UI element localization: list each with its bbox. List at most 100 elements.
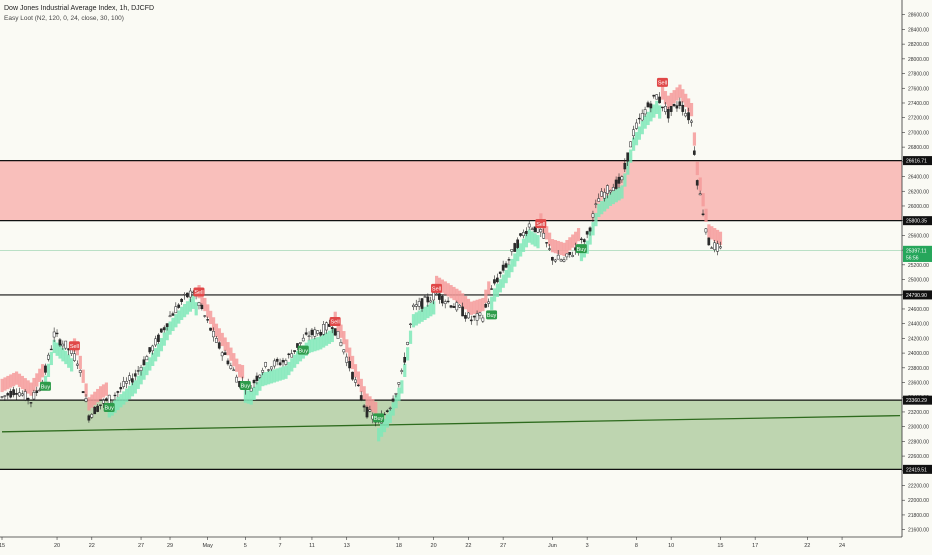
candle bbox=[548, 248, 551, 250]
candle bbox=[617, 176, 621, 184]
sell-signal-badge bbox=[329, 316, 341, 326]
indicator-band bbox=[495, 283, 500, 298]
candle bbox=[522, 232, 525, 236]
indicator-band bbox=[223, 337, 227, 351]
candle bbox=[507, 259, 511, 261]
candle bbox=[513, 243, 517, 252]
price-tick-label: 28200.00 bbox=[908, 42, 929, 48]
time-tick-label: 11 bbox=[309, 543, 315, 549]
indicator-band bbox=[246, 390, 250, 404]
price-tick-label: 28600.00 bbox=[908, 13, 929, 19]
indicator-band bbox=[417, 310, 421, 324]
candle bbox=[527, 223, 531, 228]
indicator-band bbox=[713, 228, 717, 242]
time-tick-label: 15 bbox=[717, 543, 723, 549]
candle bbox=[403, 356, 407, 363]
candle bbox=[429, 300, 433, 303]
indicator-band bbox=[78, 355, 82, 370]
indicator-band bbox=[411, 314, 416, 328]
indicator-band bbox=[475, 299, 479, 314]
buy-signal-badge bbox=[373, 413, 385, 423]
indicator-band bbox=[507, 264, 511, 278]
candle bbox=[585, 231, 589, 235]
indicator-band bbox=[316, 337, 320, 351]
indicator-band bbox=[87, 397, 91, 411]
indicator-band bbox=[536, 235, 540, 249]
candle bbox=[646, 102, 650, 108]
indicator-band bbox=[151, 352, 155, 366]
candle bbox=[597, 198, 601, 202]
indicator-band bbox=[203, 297, 207, 312]
indicator-band bbox=[385, 414, 389, 428]
indicator-band bbox=[716, 229, 720, 244]
candle bbox=[125, 381, 128, 384]
price-level-tag-label: 22419.51 bbox=[906, 467, 927, 473]
indicator-band bbox=[145, 361, 149, 376]
indicator-band bbox=[148, 357, 152, 371]
indicator-band bbox=[272, 369, 276, 383]
indicator-band bbox=[154, 348, 158, 362]
candle bbox=[307, 335, 311, 337]
indicator-band bbox=[388, 409, 392, 423]
indicator-band bbox=[229, 347, 233, 361]
sell-signal-badge bbox=[535, 219, 547, 229]
time-tick-label: Jun bbox=[548, 543, 557, 549]
candle bbox=[212, 331, 215, 338]
indicator-band bbox=[298, 348, 303, 362]
indicator-band bbox=[156, 343, 161, 357]
candle bbox=[325, 322, 328, 331]
indicator-band bbox=[345, 339, 349, 353]
indicator-band bbox=[104, 382, 108, 396]
indicator-band bbox=[61, 348, 65, 362]
indicator-band bbox=[84, 383, 88, 397]
candle bbox=[446, 300, 450, 303]
candle bbox=[406, 341, 409, 345]
indicator-band bbox=[191, 295, 195, 309]
candle bbox=[562, 259, 566, 262]
candle bbox=[174, 306, 178, 314]
candle bbox=[267, 369, 270, 371]
candle bbox=[649, 103, 653, 109]
indicator-band bbox=[629, 149, 633, 163]
candle bbox=[481, 317, 485, 322]
candle bbox=[255, 375, 259, 381]
candle bbox=[148, 347, 152, 353]
candle bbox=[73, 353, 76, 361]
candle bbox=[640, 113, 644, 121]
candle bbox=[608, 190, 612, 193]
indicator-band bbox=[142, 366, 146, 380]
price-tick-label: 25000.00 bbox=[908, 278, 929, 284]
candle bbox=[698, 193, 702, 196]
buy-signal-badge bbox=[39, 381, 51, 391]
indicator-band bbox=[553, 239, 557, 254]
buy-signal-label: Buy bbox=[41, 384, 51, 390]
indicator-band bbox=[617, 187, 621, 201]
candle bbox=[664, 106, 667, 113]
price-level-tag bbox=[903, 252, 932, 262]
indicator-band bbox=[116, 396, 120, 411]
indicator-band bbox=[293, 354, 297, 368]
candle bbox=[687, 112, 690, 121]
indicator-band bbox=[180, 306, 184, 320]
price-tick-label: 25600.00 bbox=[908, 233, 929, 239]
indicator-band bbox=[660, 86, 665, 100]
candle bbox=[626, 152, 630, 162]
indicator-band bbox=[423, 306, 427, 320]
indicator-band bbox=[339, 324, 343, 338]
candle bbox=[356, 384, 360, 387]
candle bbox=[713, 242, 716, 250]
indicator-band bbox=[327, 330, 332, 344]
indicator-band bbox=[513, 253, 517, 267]
indicator-band bbox=[565, 239, 569, 254]
indicator-band bbox=[113, 399, 117, 413]
candle bbox=[542, 232, 546, 239]
price-tick-label: 23800.00 bbox=[908, 366, 929, 372]
indicator-band bbox=[461, 293, 465, 307]
candle bbox=[168, 315, 172, 318]
candle bbox=[501, 264, 505, 271]
indicator-band bbox=[70, 358, 74, 372]
indicator-band bbox=[182, 303, 187, 318]
candle bbox=[623, 162, 627, 170]
